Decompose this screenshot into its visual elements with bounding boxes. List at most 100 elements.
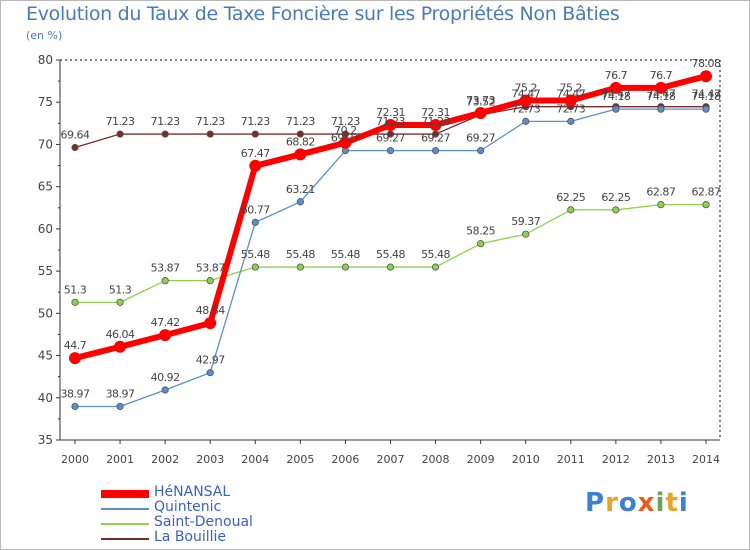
data-point-h-nansal (249, 159, 262, 172)
legend-label-henansal: HéNANSAL (154, 484, 231, 500)
x-tick-label: 2008 (422, 453, 450, 466)
legend-label-quintenic: Quintenic (154, 499, 222, 515)
x-tick-label: 2011 (557, 453, 585, 466)
chart-title: Evolution du Taux de Taxe Foncière sur l… (26, 3, 620, 25)
data-label-saint-denoual: 55.48 (331, 248, 360, 261)
y-tick-label: 50 (38, 306, 53, 320)
legend-swatch-quintenic (101, 508, 149, 510)
data-label-la-bouillie: 71.23 (286, 115, 315, 128)
data-point-quintenic (206, 369, 214, 377)
data-point-saint-denoual (251, 263, 259, 271)
data-point-saint-denoual (296, 263, 304, 271)
data-label-saint-denoual: 55.48 (241, 248, 270, 261)
series-h-nansal (69, 70, 712, 365)
data-label-saint-denoual: 62.87 (646, 186, 675, 199)
x-tick-label: 2012 (602, 453, 630, 466)
x-tick-label: 2004 (241, 453, 269, 466)
data-label-la-bouillie: 74.47 (556, 88, 585, 101)
legend-swatch-henansal (101, 490, 149, 498)
data-point-quintenic (71, 402, 79, 411)
data-point-saint-denoual (161, 277, 169, 285)
x-tick-label: 2000 (61, 453, 89, 466)
data-point-h-nansal (564, 94, 577, 107)
data-label-h-nansal: 76.7 (650, 69, 673, 82)
data-point-h-nansal (474, 106, 487, 119)
data-label-quintenic: 74.18 (692, 90, 721, 103)
data-point-h-nansal (159, 329, 172, 342)
y-tick-label: 65 (38, 180, 53, 194)
data-label-h-nansal: 70.2 (334, 124, 357, 137)
data-point-quintenic (657, 105, 665, 113)
data-point-quintenic (522, 117, 530, 125)
data-point-quintenic (296, 198, 304, 206)
y-tick-label: 75 (38, 95, 53, 109)
legend-swatch-saint-denoual (101, 523, 149, 525)
data-point-saint-denoual (567, 206, 575, 214)
data-label-saint-denoual: 62.87 (692, 186, 721, 199)
data-label-la-bouillie: 69.64 (61, 128, 90, 141)
data-point-saint-denoual (206, 277, 214, 285)
data-label-quintenic: 72.73 (556, 102, 585, 115)
data-label-saint-denoual: 62.25 (556, 191, 585, 204)
data-point-la-bouillie (206, 130, 214, 138)
data-point-saint-denoual (612, 206, 620, 214)
x-tick-label: 2010 (512, 453, 540, 466)
data-point-saint-denoual (386, 263, 395, 271)
data-point-h-nansal (204, 317, 217, 330)
data-point-quintenic (116, 402, 124, 411)
data-label-la-bouillie: 74.47 (646, 88, 675, 101)
data-point-h-nansal (700, 70, 712, 83)
data-label-la-bouillie: 71.23 (241, 115, 270, 128)
data-point-quintenic (477, 147, 485, 155)
series-saint-denoual (71, 201, 710, 306)
chart-axes: 35 40 45 50 55 60 65 70 75 80 2000 2001 2002 2003 2004… (38, 53, 721, 466)
data-label-quintenic: 74.18 (601, 90, 630, 103)
data-label-quintenic: 38.97 (106, 387, 135, 400)
data-label-h-nansal: 75.2 (560, 82, 583, 95)
data-point-h-nansal (114, 340, 127, 353)
data-point-saint-denoual (341, 263, 350, 271)
data-label-la-bouillie: 73.52 (466, 96, 495, 109)
data-point-la-bouillie (161, 130, 169, 138)
y-tick-label: 45 (38, 349, 53, 363)
data-label-la-bouillie: 71.23 (421, 115, 450, 128)
data-label-h-nansal: 44.7 (64, 339, 87, 352)
data-point-h-nansal (609, 81, 622, 94)
data-label-h-nansal: 46.04 (106, 328, 135, 341)
legend-label-saint-denoual: Saint-Denoual (154, 514, 253, 530)
data-label-saint-denoual: 62.25 (601, 191, 630, 204)
data-point-saint-denoual (116, 298, 124, 306)
x-tick-label: 2007 (377, 453, 405, 466)
data-label-saint-denoual: 55.48 (376, 248, 405, 261)
data-label-saint-denoual: 51.3 (109, 283, 132, 296)
y-tick-label: 60 (38, 222, 53, 236)
data-point-la-bouillie (71, 143, 79, 152)
data-point-quintenic (612, 105, 620, 113)
data-label-quintenic: 63.21 (286, 183, 315, 196)
y-tick-label: 70 (38, 137, 53, 151)
x-tick-label: 2006 (331, 453, 359, 466)
data-label-quintenic: 42.97 (196, 354, 225, 367)
chart-data-labels: 69.64 71.23 71.23 71.23 71.23 71.23 71.23 71.23… (61, 57, 722, 400)
data-label-la-bouillie: 71.23 (196, 115, 225, 128)
x-tick-label: 2014 (692, 453, 720, 466)
data-label-h-nansal: 78.08 (692, 57, 721, 70)
data-label-saint-denoual: 58.25 (466, 225, 495, 238)
data-label-la-bouillie: 71.23 (151, 115, 180, 128)
data-label-saint-denoual: 55.48 (286, 248, 315, 261)
data-point-h-nansal (519, 94, 532, 107)
data-point-la-bouillie (296, 130, 304, 138)
data-point-saint-denoual (477, 240, 485, 248)
data-label-quintenic: 74.18 (646, 90, 675, 103)
data-point-saint-denoual (702, 201, 710, 209)
proxiti-logo: Proxiti (585, 488, 689, 518)
data-label-quintenic: 69.27 (421, 132, 450, 145)
data-point-saint-denoual (71, 298, 79, 306)
data-point-quintenic (431, 147, 440, 155)
data-label-h-nansal: 68.82 (286, 135, 315, 148)
data-label-h-nansal: 75.2 (514, 82, 537, 95)
legend-swatch-la-bouillie (101, 538, 149, 540)
data-point-quintenic (702, 105, 710, 113)
y-axis-unit-label: (en %) (26, 29, 63, 42)
